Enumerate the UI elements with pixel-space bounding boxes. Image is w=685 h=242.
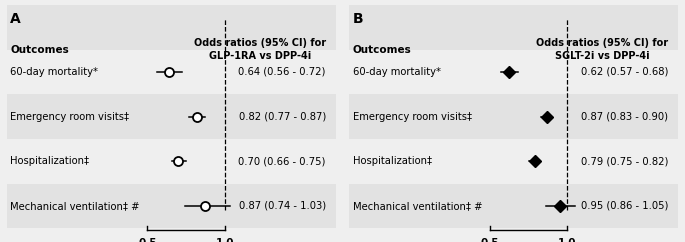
Text: 0.62 (0.57 - 0.68): 0.62 (0.57 - 0.68) [581, 67, 669, 77]
Text: 0.79 (0.75 - 0.82): 0.79 (0.75 - 0.82) [581, 156, 669, 166]
Text: 1.0: 1.0 [558, 238, 577, 242]
Text: 60-day mortality*: 60-day mortality* [10, 67, 98, 77]
Text: Emergency room visits‡: Emergency room visits‡ [10, 112, 129, 121]
Text: Hospitalization‡: Hospitalization‡ [353, 156, 432, 166]
Bar [349, 139, 678, 183]
Text: 0.87 (0.74 - 1.03): 0.87 (0.74 - 1.03) [238, 201, 326, 211]
Text: Hospitalization‡: Hospitalization‡ [10, 156, 89, 166]
Text: Odds ratios (95% CI) for
SGLT-2i vs DPP-4i: Odds ratios (95% CI) for SGLT-2i vs DPP-… [536, 38, 669, 61]
Text: Mechanical ventilation‡ #: Mechanical ventilation‡ # [10, 201, 140, 211]
Text: A: A [10, 12, 21, 26]
Text: 1.0: 1.0 [216, 238, 234, 242]
Bar [7, 5, 336, 50]
Bar [349, 183, 678, 228]
Bar [349, 5, 678, 50]
Text: Emergency room visits‡: Emergency room visits‡ [353, 112, 472, 121]
Text: B: B [353, 12, 363, 26]
Text: Mechanical ventilation‡ #: Mechanical ventilation‡ # [353, 201, 482, 211]
Text: 0.87 (0.83 - 0.90): 0.87 (0.83 - 0.90) [582, 112, 669, 121]
Text: 0.5: 0.5 [481, 238, 499, 242]
Text: 0.5: 0.5 [138, 238, 157, 242]
Text: Outcomes: Outcomes [10, 45, 69, 54]
Bar [7, 50, 336, 94]
Text: 0.95 (0.86 - 1.05): 0.95 (0.86 - 1.05) [581, 201, 669, 211]
Text: 60-day mortality*: 60-day mortality* [353, 67, 440, 77]
Bar [7, 94, 336, 139]
Bar [349, 50, 678, 94]
Text: Odds ratios (95% CI) for
GLP-1RA vs DPP-4i: Odds ratios (95% CI) for GLP-1RA vs DPP-… [194, 38, 326, 61]
Text: 0.64 (0.56 - 0.72): 0.64 (0.56 - 0.72) [238, 67, 326, 77]
Bar [7, 183, 336, 228]
Text: Outcomes: Outcomes [353, 45, 412, 54]
Text: 0.70 (0.66 - 0.75): 0.70 (0.66 - 0.75) [238, 156, 326, 166]
Bar [7, 139, 336, 183]
Bar [349, 94, 678, 139]
Text: 0.82 (0.77 - 0.87): 0.82 (0.77 - 0.87) [238, 112, 326, 121]
